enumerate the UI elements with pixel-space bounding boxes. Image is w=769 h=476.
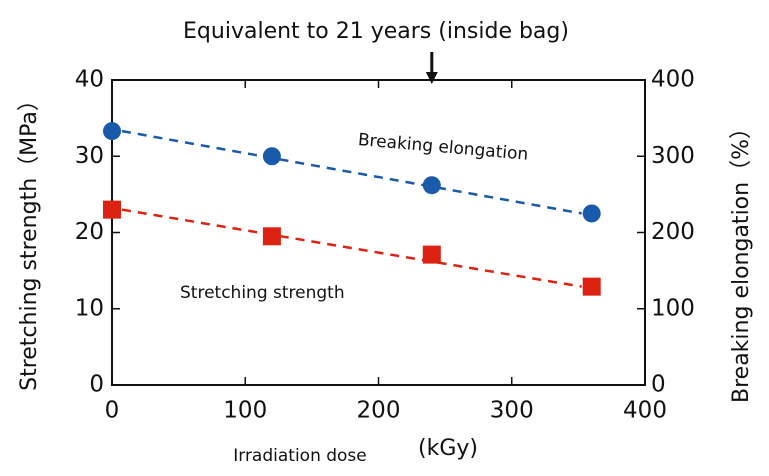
annotation: Equivalent to 21 years (inside bag): [183, 19, 569, 44]
x-axis-label: Irradiation dose: [233, 446, 367, 466]
series-label: Stretching strength: [180, 283, 345, 303]
y2-tick-label: 200: [651, 219, 695, 245]
y-tick-label: 30: [75, 143, 104, 169]
circle-marker: [422, 176, 441, 195]
y-tick-label: 20: [75, 219, 104, 245]
y2-tick-label: 100: [651, 295, 695, 321]
y2-tick-label: 300: [651, 143, 695, 169]
y-tick-label: 0: [89, 372, 104, 398]
square-marker: [262, 227, 281, 246]
square-marker: [422, 245, 441, 264]
trend-line: [121, 208, 582, 288]
x-tick-label: 100: [223, 398, 267, 424]
annotation-arrowhead: [425, 72, 438, 84]
y-axis-label: Stretching strength（MPa）: [17, 89, 42, 391]
square-marker: [103, 200, 121, 219]
square-marker: [582, 277, 601, 296]
y2-tick-label: 400: [651, 67, 695, 93]
circle-marker: [262, 147, 281, 166]
y2-axis-label: Breaking elongation（%）: [729, 117, 754, 403]
y-tick-label: 40: [75, 67, 104, 93]
x-axis-unit: (kGy): [418, 436, 478, 461]
plot-frame: [111, 79, 646, 386]
x-tick-label: 200: [357, 398, 401, 424]
trend-line: [121, 129, 582, 215]
y2-tick-label: 0: [651, 372, 666, 398]
circle-marker: [103, 122, 121, 141]
x-tick-label: 400: [623, 398, 667, 424]
series-label: Breaking elongation: [357, 130, 529, 165]
y-tick-label: 10: [75, 295, 104, 321]
x-tick-label: 0: [105, 398, 120, 424]
x-tick-label: 300: [490, 398, 534, 424]
circle-marker: [582, 204, 601, 223]
